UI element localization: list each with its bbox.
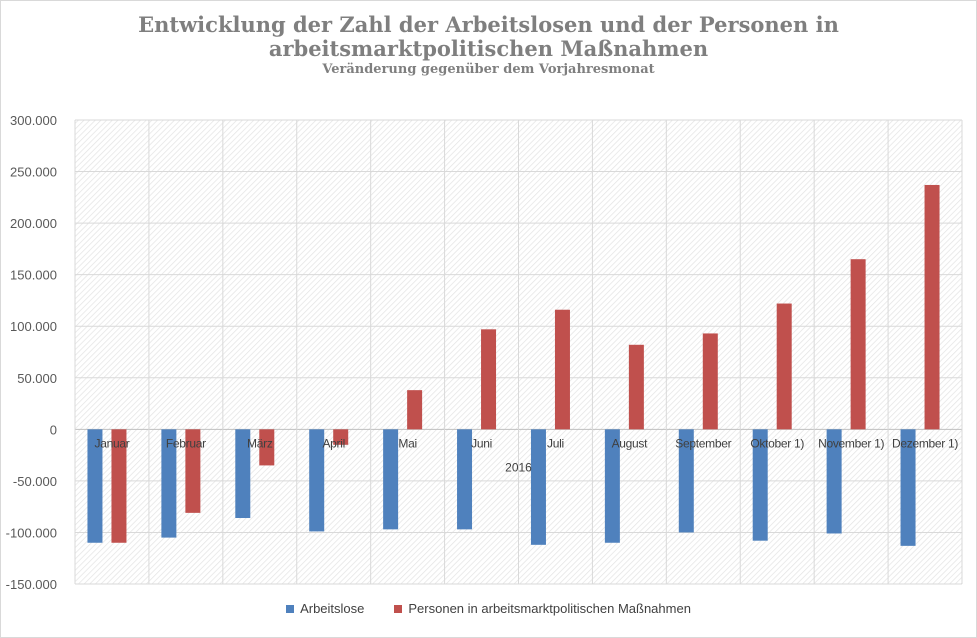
y-tick-label: -100.000 bbox=[6, 525, 57, 540]
bar-arbeitslose bbox=[604, 429, 620, 543]
x-tick-label: September bbox=[675, 436, 731, 450]
bar-arbeitslose bbox=[826, 429, 842, 534]
x-tick-label: Juli bbox=[547, 436, 564, 450]
bar-massnahmen bbox=[850, 259, 866, 430]
x-tick-label: Oktober 1) bbox=[750, 436, 804, 450]
bar-massnahmen bbox=[185, 429, 201, 513]
bar-massnahmen bbox=[259, 429, 275, 466]
bar-massnahmen bbox=[111, 429, 127, 543]
x-tick-label: Dezember 1) bbox=[892, 436, 958, 450]
bar-arbeitslose bbox=[752, 429, 768, 541]
bar-arbeitslose bbox=[678, 429, 694, 533]
y-tick-label: -50.000 bbox=[13, 474, 57, 489]
x-tick-label: April bbox=[322, 436, 345, 450]
bar-arbeitslose bbox=[87, 429, 103, 543]
y-tick-label: -150.000 bbox=[6, 577, 57, 592]
x-tick-label: Mai bbox=[398, 436, 416, 450]
y-tick-label: 50.000 bbox=[17, 371, 57, 386]
bar-arbeitslose bbox=[457, 429, 473, 530]
bar-massnahmen bbox=[481, 329, 497, 430]
bar-massnahmen bbox=[333, 429, 349, 445]
x-tick-label: Juni bbox=[471, 436, 492, 450]
bar-massnahmen bbox=[407, 390, 423, 430]
x-tick-label: August bbox=[612, 436, 649, 450]
legend-item-arbeitslose: Arbeitslose bbox=[286, 601, 364, 616]
chart-subtitle: Veränderung gegenüber dem Vorjahresmonat bbox=[322, 62, 655, 77]
chart-title-line1: Entwicklung der Zahl der Arbeitslosen un… bbox=[138, 12, 839, 37]
bar-arbeitslose bbox=[309, 429, 325, 532]
bar-massnahmen bbox=[702, 333, 718, 430]
legend-swatch-massnahmen bbox=[394, 604, 403, 613]
y-tick-label: 150.000 bbox=[10, 268, 57, 283]
bar-massnahmen bbox=[554, 309, 570, 430]
y-tick-label: 300.000 bbox=[10, 113, 57, 128]
bar-arbeitslose bbox=[235, 429, 251, 519]
y-tick-label: 100.000 bbox=[10, 319, 57, 334]
bar-massnahmen bbox=[628, 344, 644, 430]
x-axis-label: 2016 bbox=[505, 460, 532, 474]
x-tick-label: März bbox=[247, 436, 273, 450]
legend-label-arbeitslose: Arbeitslose bbox=[300, 601, 365, 616]
bar-arbeitslose bbox=[530, 429, 546, 545]
legend-item-massnahmen: Personen in arbeitsmarktpolitischen Maßn… bbox=[394, 601, 691, 616]
legend-swatch-arbeitslose bbox=[286, 604, 295, 613]
legend-label-massnahmen: Personen in arbeitsmarktpolitischen Maßn… bbox=[408, 601, 691, 616]
x-tick-label: November 1) bbox=[818, 436, 884, 450]
x-tick-label: Januar bbox=[95, 436, 130, 450]
y-tick-label: 200.000 bbox=[10, 216, 57, 231]
chart-title-line2: arbeitsmarktpolitischen Maßnahmen bbox=[268, 36, 709, 61]
bar-massnahmen bbox=[924, 184, 940, 430]
chart-legend: Arbeitslose Personen in arbeitsmarktpoli… bbox=[0, 601, 977, 616]
bar-arbeitslose bbox=[161, 429, 177, 538]
bar-arbeitslose bbox=[900, 429, 916, 546]
y-tick-label: 250.000 bbox=[10, 165, 57, 180]
y-tick-label: 0 bbox=[50, 422, 57, 437]
bar-arbeitslose bbox=[383, 429, 399, 530]
x-tick-label: Februar bbox=[166, 436, 206, 450]
bar-massnahmen bbox=[776, 303, 792, 430]
